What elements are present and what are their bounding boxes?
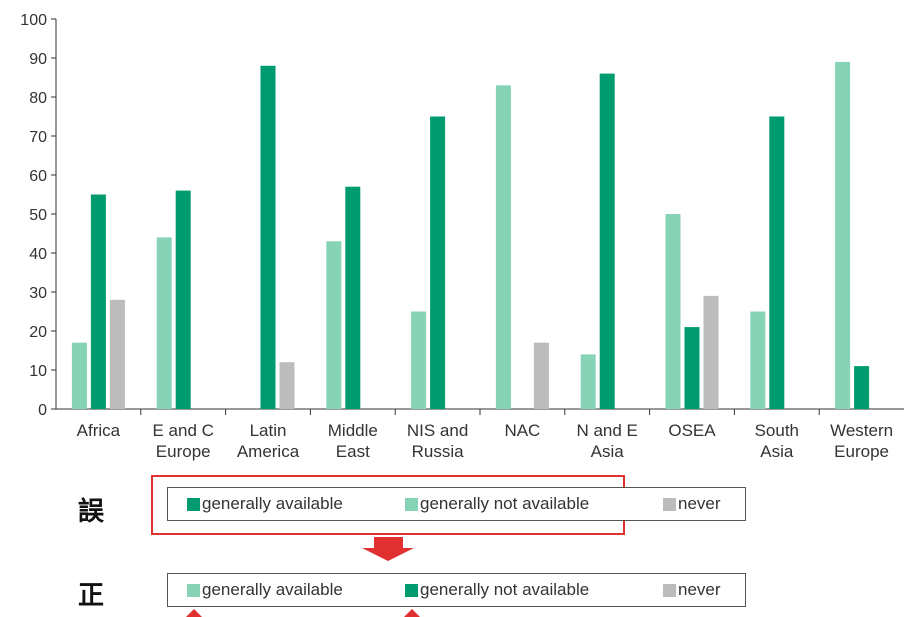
bar <box>599 73 615 409</box>
bar <box>175 190 191 409</box>
y-tick-label: 20 <box>29 324 47 341</box>
x-tick-label: Europe <box>156 442 211 461</box>
x-tick-label: Asia <box>760 442 794 461</box>
legend-label: generally available <box>202 580 343 599</box>
bar-chart: 0 10 20 30 40 50 60 70 80 90 100 Africa E and C Europ… <box>20 12 904 461</box>
legend-swatch <box>187 497 200 511</box>
x-tick-label: East <box>336 442 370 461</box>
legend-label: generally not available <box>420 580 590 599</box>
y-tick-label: 100 <box>20 12 47 29</box>
legend-wrong: generally available generally not availa… <box>167 487 746 521</box>
bar <box>326 241 342 409</box>
bar <box>769 116 785 409</box>
bar <box>835 61 851 410</box>
up-arrow-icon <box>404 609 420 617</box>
legend-label: generally not available <box>420 494 590 513</box>
legend-correct-item-not-available: generally not available <box>405 574 589 606</box>
y-tick-label: 50 <box>29 207 47 224</box>
bar <box>156 237 172 409</box>
y-tick-label: 40 <box>29 246 47 263</box>
legend-swatch <box>187 583 200 597</box>
correct-marker: 正 <box>78 581 105 611</box>
y-tick-label: 90 <box>29 51 47 68</box>
x-tick-label: Asia <box>591 442 625 461</box>
x-tick-label: NIS and <box>407 421 468 440</box>
bar <box>665 214 681 409</box>
legend-label: never <box>678 580 721 599</box>
wrong-marker: 誤 <box>78 497 105 527</box>
bar <box>495 85 511 410</box>
legend-swatch <box>405 497 418 511</box>
y-tick-label: 70 <box>29 129 47 146</box>
bar <box>260 65 276 410</box>
y-tick-label: 30 <box>29 285 47 302</box>
legend-swatch <box>663 497 676 511</box>
bar <box>90 194 106 409</box>
bar <box>345 186 361 409</box>
y-tick-label: 10 <box>29 363 47 380</box>
legend-swatch <box>663 583 676 597</box>
legend-label: generally available <box>202 494 343 513</box>
bar <box>533 342 549 409</box>
legend-wrong-item-not-available: generally not available <box>405 488 589 520</box>
bar <box>411 311 427 409</box>
x-tick-label: NAC <box>504 421 540 440</box>
x-tick-label: OSEA <box>668 421 716 440</box>
x-tick-label: Western <box>830 421 893 440</box>
x-tick-label: Europe <box>834 442 889 461</box>
bar <box>109 299 125 409</box>
bar <box>430 116 446 409</box>
x-tick-label: N and E <box>576 421 637 440</box>
legend-wrong-item-never: never <box>663 488 721 520</box>
y-tick-label: 80 <box>29 90 47 107</box>
x-tick-label: Africa <box>77 421 121 440</box>
bar <box>580 354 596 409</box>
y-tick-label: 0 <box>38 402 47 419</box>
legend-correct-item-never: never <box>663 574 721 606</box>
bar <box>279 362 295 409</box>
legend-wrong-item-available: generally available <box>187 488 343 520</box>
x-tick-label: Latin <box>250 421 287 440</box>
legend-label: never <box>678 494 721 513</box>
bar <box>684 327 700 409</box>
x-tick-label: Middle <box>328 421 378 440</box>
x-tick-label: Russia <box>412 442 465 461</box>
legend-swatch <box>405 583 418 597</box>
x-tick-label: America <box>237 442 300 461</box>
bar <box>71 342 87 409</box>
bar <box>703 295 719 409</box>
bar <box>750 311 766 409</box>
legend-correct-item-available: generally available <box>187 574 343 606</box>
x-tick-label: South <box>755 421 799 440</box>
bar <box>854 366 870 409</box>
legend-correct: generally available generally not availa… <box>167 573 746 607</box>
up-arrow-icon <box>186 609 202 617</box>
y-tick-label: 60 <box>29 168 47 185</box>
x-tick-label: E and C <box>152 421 213 440</box>
